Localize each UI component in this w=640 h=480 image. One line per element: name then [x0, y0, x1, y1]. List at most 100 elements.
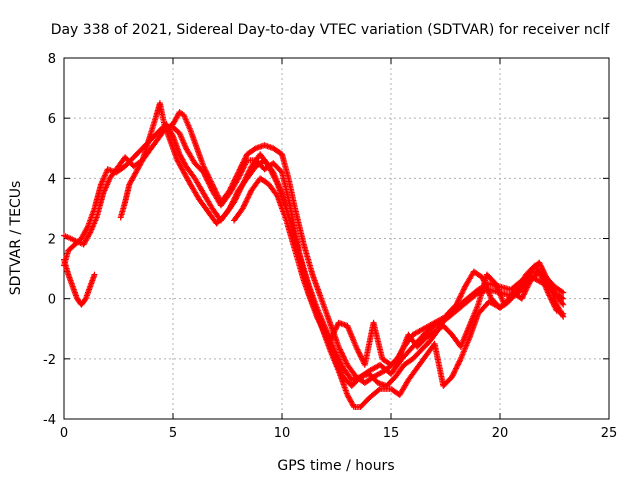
data-point	[546, 292, 553, 299]
data-point	[454, 298, 461, 305]
y-tick-label: 2	[48, 233, 56, 248]
data-point	[538, 265, 545, 272]
data-point	[453, 364, 460, 371]
data-point	[457, 357, 464, 364]
data-point	[449, 373, 456, 380]
data-point	[336, 356, 343, 363]
data-point	[238, 169, 245, 176]
data-point	[337, 346, 344, 353]
data-point	[271, 174, 278, 181]
x-axis-title: GPS time / hours	[277, 458, 394, 474]
data-point	[269, 171, 276, 178]
data-point	[203, 174, 210, 181]
data-point	[518, 295, 525, 302]
data-point	[459, 289, 466, 296]
y-tick-label: 4	[48, 172, 56, 187]
data-point	[317, 320, 324, 327]
data-point	[271, 175, 278, 182]
data-point	[236, 172, 243, 179]
data-point	[243, 174, 250, 181]
data-point	[331, 355, 338, 362]
data-point	[241, 177, 248, 184]
data-point	[356, 350, 363, 357]
data-point	[239, 182, 246, 189]
x-tick-label: 10	[274, 426, 291, 441]
data-point	[336, 345, 343, 352]
data-point	[550, 300, 557, 307]
data-point	[456, 358, 463, 365]
data-point	[353, 343, 360, 350]
data-point	[332, 358, 339, 365]
data-point	[241, 202, 248, 209]
data-point	[201, 172, 208, 179]
data-point	[524, 284, 531, 291]
data-point	[337, 359, 344, 366]
data-point	[355, 349, 362, 356]
y-axis: -4 -2 0 2 4 6 8	[43, 52, 609, 428]
data-point	[237, 186, 244, 193]
data-point	[232, 196, 239, 203]
data-point	[233, 195, 240, 202]
data-point	[337, 368, 344, 375]
y-tick-label: 8	[48, 52, 56, 67]
data-point	[91, 271, 98, 278]
x-tick-label: 20	[492, 426, 509, 441]
data-point	[456, 294, 463, 301]
data-point	[204, 177, 211, 184]
data-point	[243, 173, 250, 180]
data-point	[354, 346, 361, 353]
data-point	[235, 189, 242, 196]
data-point	[353, 345, 360, 352]
data-point	[334, 361, 341, 368]
data-point	[536, 259, 543, 266]
data-point	[251, 146, 258, 153]
data-point	[315, 317, 322, 324]
data-point	[458, 290, 465, 297]
data-point	[357, 353, 364, 360]
data-point	[548, 296, 555, 303]
data-point	[231, 199, 238, 206]
data-point	[240, 164, 247, 171]
data-point	[338, 369, 345, 376]
data-point	[331, 357, 338, 364]
data-point	[203, 176, 210, 183]
data-point	[520, 292, 527, 299]
data-point	[525, 281, 532, 288]
data-point	[242, 160, 249, 167]
data-point	[245, 168, 252, 175]
series-track-5	[231, 175, 567, 368]
data-point	[238, 168, 245, 175]
data-point	[313, 313, 320, 320]
data-point	[86, 230, 93, 237]
data-point	[241, 162, 248, 169]
data-point	[242, 154, 249, 161]
data-point	[551, 303, 558, 310]
data-point	[560, 310, 567, 317]
data-point	[206, 181, 213, 188]
data-point	[268, 168, 275, 175]
series-track-6	[170, 124, 567, 389]
data-point	[273, 178, 280, 185]
data-point	[245, 194, 252, 201]
data-point	[321, 330, 328, 337]
data-point	[560, 301, 567, 308]
data-point	[560, 289, 567, 296]
data-point	[315, 316, 322, 323]
data-point	[235, 175, 242, 182]
data-point	[334, 362, 341, 369]
data-point	[455, 361, 462, 368]
data-point	[270, 173, 277, 180]
data-point	[358, 354, 365, 361]
data-point	[241, 178, 248, 185]
data-point	[242, 175, 249, 182]
data-point	[200, 169, 207, 176]
data-point	[460, 287, 467, 294]
data-point	[205, 179, 212, 186]
data-point	[319, 324, 326, 331]
data-point	[330, 330, 337, 337]
data-point	[339, 350, 346, 357]
y-tick-label: 6	[48, 112, 56, 127]
data-point	[338, 371, 345, 378]
data-point	[337, 347, 344, 354]
